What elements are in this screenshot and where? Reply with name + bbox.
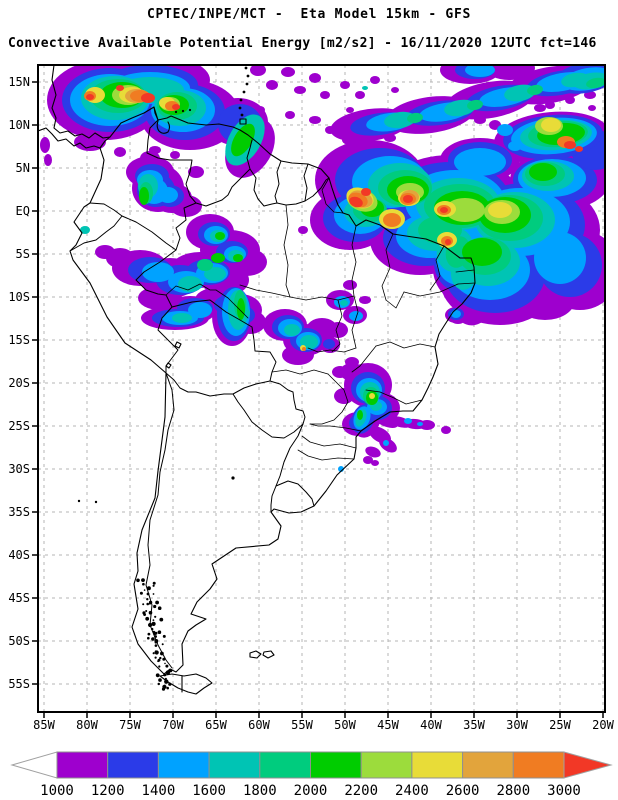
plot-frame [37,64,606,713]
lat-tick-label: 30S [8,462,30,476]
colorbar-tick-label: 2400 [395,783,429,799]
lat-tick-label: 5S [16,247,30,261]
chilean-fjords-speckle [136,578,173,691]
colorbar-segment [462,751,514,779]
central-america-coastline [38,65,111,149]
lat-tick-label: EQ [16,204,30,218]
south-america-coastline [69,106,476,675]
page-subtitle: Convective Available Potential Energy [m… [8,36,597,51]
colorbar-segment [310,751,362,779]
lat-tick-label: 35S [8,505,30,519]
small-islands [77,66,250,504]
axes: 15N 10N 5N EQ 5S 10S 15S 20S 25S 30S 35S 40S 45S 50S 5… [8,75,614,732]
lat-tick-label: 10N [8,118,30,132]
colorbar-segment [107,751,159,779]
lat-tick-label: 25S [8,419,30,433]
lon-tick-label: 50W [334,718,356,732]
page-title: CPTEC/INPE/MCT - Eta Model 15km - GFS [146,7,471,22]
trinidad-island [239,118,247,125]
colorbar-below-min-arrow [10,751,58,779]
colorbar-tick-label: 2600 [446,783,480,799]
lon-tick-label: 25W [549,718,571,732]
colorbar-tick-label: 1000 [40,783,74,799]
lat-tick-label: 45S [8,591,30,605]
lon-tick-label: 30W [506,718,528,732]
lat-tick-label: 5N [16,161,30,175]
lon-tick-label: 45W [377,718,399,732]
lon-tick-label: 85W [33,718,55,732]
lon-tick-label: 35W [463,718,485,732]
colorbar-segment [411,751,464,779]
country-borders [69,106,330,669]
tierra-del-fuego-island [159,673,213,695]
colorbar-above-max-arrow [563,751,613,779]
lon-tick-label: 75W [119,718,141,732]
colorbar-segment [259,751,311,779]
lon-tick-label: 20W [592,718,614,732]
colorbar-tick-label: 1600 [192,783,226,799]
lake-maracaibo [156,120,171,134]
lat-tick-label: 20S [8,376,30,390]
state-borders [165,177,476,461]
colorbar-tick-label: 1200 [91,783,125,799]
falkland-islands [249,650,275,659]
lat-tick-label: 10S [8,290,30,304]
lon-tick-label: 40W [420,718,442,732]
colorbar-segment [56,751,109,779]
lat-tick-label: 50S [8,634,30,648]
colorbar-tick-label: 2000 [294,783,328,799]
lat-tick-label: 15S [8,333,30,347]
cape-layer-red [86,85,583,245]
colorbar-segment [360,751,413,779]
colorbar: 1000 1200 1400 1600 1800 2000 2200 2400 2600 2800… [10,751,613,799]
lon-tick-label: 65W [205,718,227,732]
cape-field [40,65,605,472]
lon-tick-label: 55W [291,718,313,732]
colorbar-tick-label: 1800 [243,783,277,799]
lon-tick-label: 60W [248,718,270,732]
lat-tick-label: 15N [8,75,30,89]
colorbar-segment [157,751,210,779]
colorbar-tick-label: 3000 [547,783,581,799]
lat-tick-label: 55S [8,677,30,691]
lon-tick-label: 70W [162,718,184,732]
geography [38,65,476,695]
colorbar-segment [208,751,261,779]
colorbar-tick-label: 2200 [344,783,378,799]
colorbar-segment [512,751,565,779]
colorbar-tick-label: 1400 [142,783,176,799]
lon-tick-label: 80W [76,718,98,732]
colorbar-tick-label: 2800 [496,783,530,799]
lat-tick-label: 40S [8,548,30,562]
